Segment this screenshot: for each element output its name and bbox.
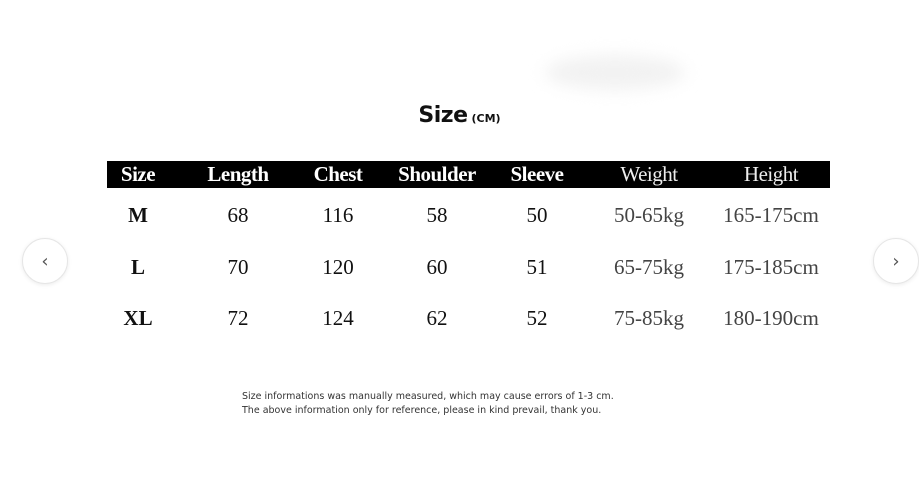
cell-height: 175-185cm <box>723 255 819 279</box>
cell-length: 68 <box>227 203 249 227</box>
cell-sleeve: 52 <box>526 306 548 330</box>
table-row: XL 72 124 62 52 75-85kg 180-190cm <box>107 305 830 335</box>
cell-shoulder: 58 <box>426 203 448 227</box>
title-unit: (CM) <box>471 112 501 125</box>
cell-weight: 50-65kg <box>614 203 684 227</box>
next-button[interactable]: › <box>873 238 919 284</box>
header-height: Height <box>743 162 799 186</box>
prev-button[interactable]: ‹ <box>22 238 68 284</box>
cell-height: 165-175cm <box>723 203 819 227</box>
header-length: Length <box>207 162 269 186</box>
table-row: L 70 120 60 51 65-75kg 175-185cm <box>107 254 830 284</box>
table-header: Size Length Chest Shoulder Sleeve Weight… <box>107 161 830 188</box>
header-size: Size <box>120 162 156 186</box>
table-row: M 68 116 58 50 50-65kg 165-175cm <box>107 202 830 232</box>
cell-size: XL <box>123 306 153 330</box>
note-line: Size informations was manually measured,… <box>242 391 614 402</box>
cell-length: 70 <box>227 255 249 279</box>
header-weight: Weight <box>620 162 678 186</box>
cell-shoulder: 62 <box>426 306 448 330</box>
page-title: Size (CM) <box>0 103 919 128</box>
cell-chest: 120 <box>322 255 354 279</box>
chevron-left-icon: ‹ <box>41 250 49 272</box>
cell-chest: 124 <box>322 306 354 330</box>
cell-weight: 75-85kg <box>614 306 684 330</box>
cell-size: L <box>130 255 146 279</box>
cell-height: 180-190cm <box>723 306 819 330</box>
header-sleeve: Sleeve <box>510 162 564 186</box>
cell-chest: 116 <box>322 203 354 227</box>
cell-size: M <box>128 203 148 227</box>
background-blur <box>545 55 685 90</box>
note-line: The above information only for reference… <box>242 405 602 416</box>
cell-sleeve: 50 <box>526 203 548 227</box>
chevron-right-icon: › <box>892 250 900 272</box>
cell-sleeve: 51 <box>526 255 548 279</box>
size-note: Size informations was manually measured,… <box>242 390 614 418</box>
header-chest: Chest <box>313 162 363 186</box>
cell-weight: 65-75kg <box>614 255 684 279</box>
cell-shoulder: 60 <box>426 255 448 279</box>
cell-length: 72 <box>227 306 249 330</box>
title-text: Size <box>418 103 468 128</box>
header-shoulder: Shoulder <box>398 162 476 186</box>
